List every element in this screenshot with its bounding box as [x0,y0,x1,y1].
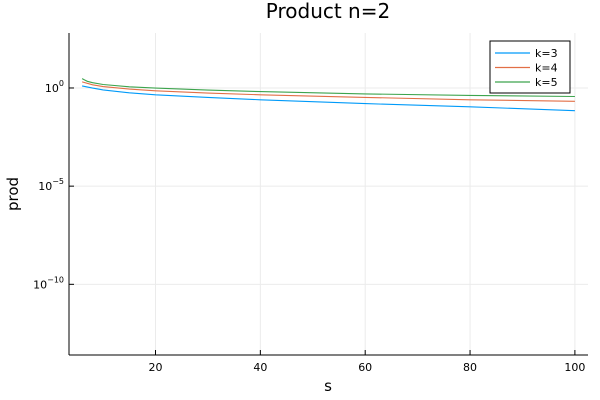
y-tick-label: 10−5 [38,177,64,193]
x-tick-label: 80 [463,361,477,374]
y-tick-label: 100 [45,79,64,95]
x-tick-label: 60 [358,361,372,374]
legend: k=3 k=4k=5 [489,40,571,94]
legend-entry: k=4 [535,62,558,75]
x-tick-label: 20 [149,361,163,374]
y-ticks: 100 10−5 10−10 [33,79,74,291]
legend-entry: k=3 [535,47,558,60]
series-line-k-4 [81,81,575,102]
x-axis-label: s [324,377,332,395]
series-lines [81,78,575,112]
chart-title: Product n=2 [266,0,390,23]
x-tick-label: 100 [564,361,585,374]
series-line-k-5 [81,78,575,98]
y-axis-label: prod [4,177,22,211]
x-tick-label: 40 [253,361,267,374]
series-line-k-3 [81,85,575,112]
legend-entry: k=5 [535,76,558,89]
y-tick-label: 10−10 [33,275,64,291]
x-ticks: 20 40 60 80 100 [149,350,585,374]
